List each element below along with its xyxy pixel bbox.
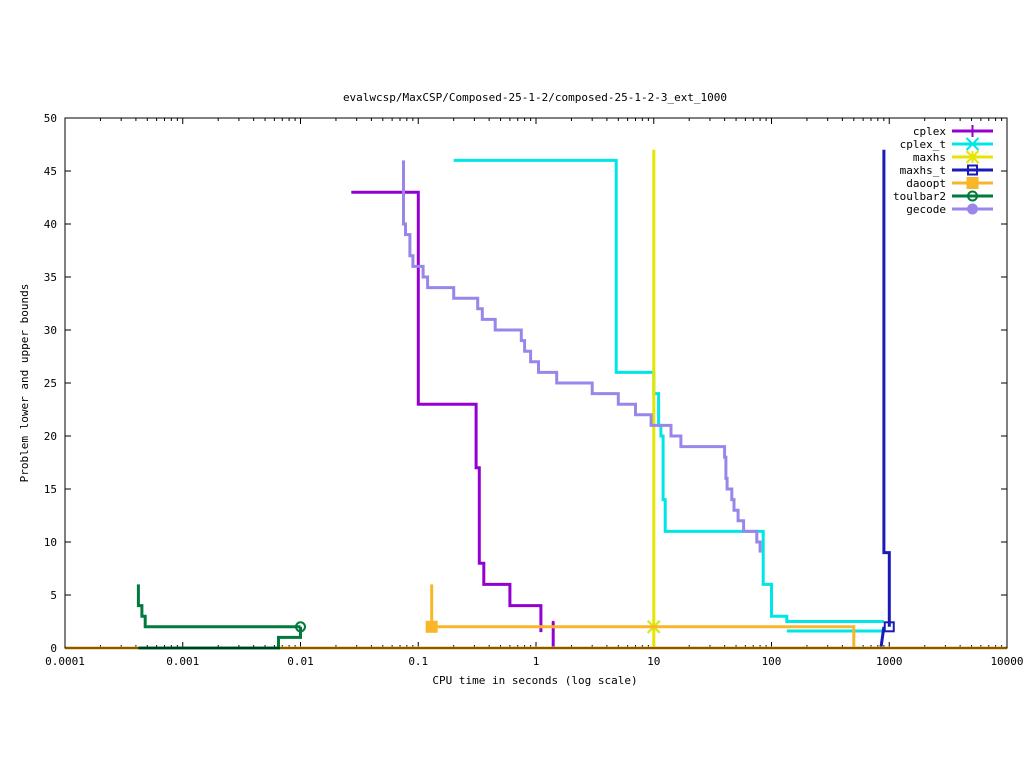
series-line-gecode	[402, 160, 762, 553]
x-tick-label: 1	[533, 655, 540, 668]
y-axis: 0 5 10 15 20 25 30 35 40 45 50	[44, 112, 1007, 655]
series-line-maxhs_t	[879, 626, 886, 649]
series-line-daoopt	[430, 584, 856, 648]
series-gecode	[402, 160, 762, 553]
chart-title: evalwcsp/MaxCSP/Composed-25-1-2/composed…	[343, 91, 727, 104]
legend-item-cplex_t: cplex_t	[900, 137, 993, 151]
x-axis-label: CPU time in seconds (log scale)	[432, 674, 637, 687]
plot-frame	[64, 117, 1008, 649]
legend-label: cplex_t	[900, 138, 946, 151]
x-tick-label: 100	[762, 655, 782, 668]
x-tick-label: 0.001	[166, 655, 199, 668]
y-tick-label: 40	[44, 218, 57, 231]
series-line-toulbar2	[136, 584, 301, 629]
legend-marker	[967, 190, 978, 202]
legend-marker	[967, 203, 978, 215]
legend-item-cplex: cplex	[913, 125, 993, 138]
legend-marker	[965, 137, 980, 151]
x-tick-label: 0.1	[408, 655, 428, 668]
y-tick-label: 0	[50, 642, 57, 655]
legend-label: daoopt	[906, 177, 946, 190]
y-tick-label: 5	[50, 589, 57, 602]
y-axis-label: Problem lower and upper bounds	[18, 284, 31, 483]
y-tick-label: 30	[44, 324, 57, 337]
legend-marker	[966, 177, 979, 189]
y-tick-label: 35	[44, 271, 57, 284]
y-tick-label: 10	[44, 536, 57, 549]
x-tick-label: 1000	[876, 655, 903, 668]
legend-item-daoopt: daoopt	[906, 177, 993, 190]
y-tick-label: 25	[44, 377, 57, 390]
series-maxhs_t	[879, 149, 895, 649]
legend-item-gecode: gecode	[906, 203, 993, 216]
legend-marker	[967, 164, 978, 176]
legend-label: maxhs_t	[900, 164, 946, 177]
legend-label: gecode	[906, 203, 946, 216]
y-tick-label: 20	[44, 430, 57, 443]
y-tick-label: 50	[44, 112, 57, 125]
legend-label: maxhs	[913, 151, 946, 164]
legend: cplexcplex_tmaxhsmaxhs_tdaoopttoulbar2ge…	[893, 125, 993, 216]
legend-item-toulbar2: toulbar2	[893, 190, 993, 203]
legend-label: cplex	[913, 125, 946, 138]
x-tick-label: 10000	[990, 655, 1023, 668]
y-tick-label: 15	[44, 483, 57, 496]
series-point-maxhs_t	[883, 621, 895, 633]
x-tick-label: 10	[647, 655, 660, 668]
legend-marker	[966, 125, 979, 137]
series-line-cplex	[351, 190, 543, 633]
legend-label: toulbar2	[893, 190, 946, 203]
series-point-toulbar2	[295, 621, 306, 633]
series-point-daoopt	[425, 620, 438, 633]
x-tick-label: 0.01	[287, 655, 314, 668]
legend-item-maxhs_t: maxhs_t	[900, 164, 993, 177]
y-tick-label: 45	[44, 165, 57, 178]
series-line-maxhs_t	[882, 149, 891, 627]
legend-marker	[965, 150, 980, 164]
legend-item-maxhs: maxhs	[913, 150, 993, 164]
x-tick-label: 0.0001	[45, 655, 85, 668]
